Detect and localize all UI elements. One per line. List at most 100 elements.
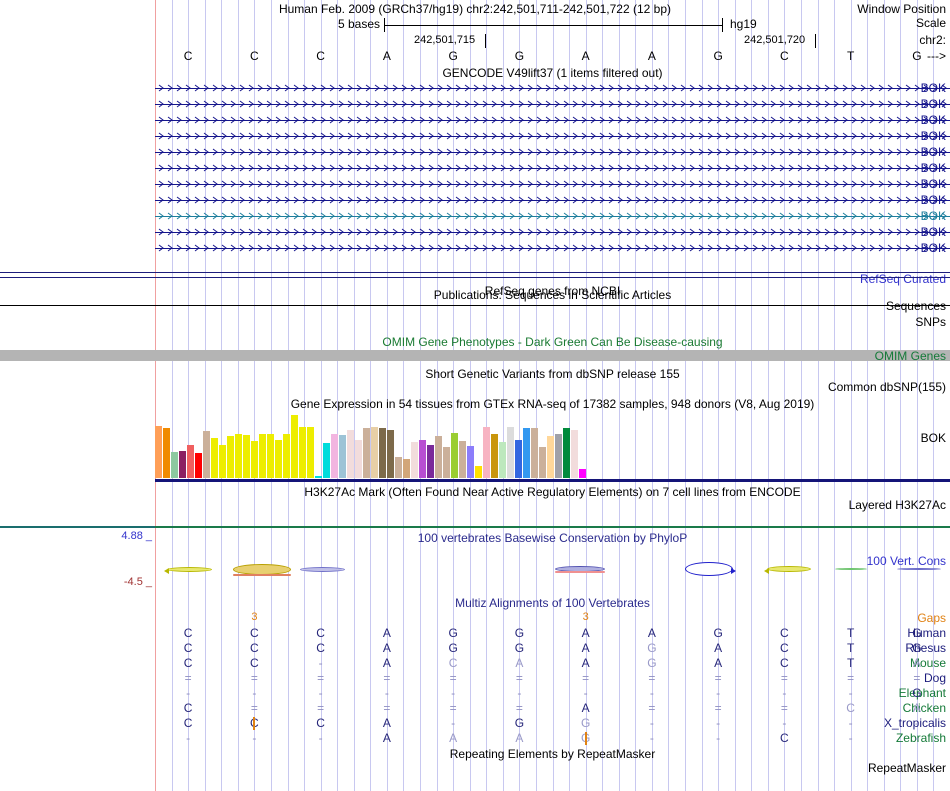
common-dbsnp-label[interactable]: Common dbSNP(155) [827,380,946,394]
gtex-tissue-bar[interactable] [179,451,186,478]
gtex-tissue-bar[interactable] [371,427,378,478]
multiz-alignment-base: C [316,641,325,655]
gtex-tissue-bar[interactable] [411,442,418,478]
multiz-species-label[interactable]: Dog [923,671,946,685]
gtex-tissue-bar[interactable] [251,441,258,478]
base-letter: T [846,49,855,63]
gtex-tissue-bar[interactable] [291,415,298,478]
gtex-tissue-bar[interactable] [507,427,514,478]
gtex-tissue-bar[interactable] [187,445,194,478]
snps-label[interactable]: SNPs [915,315,946,329]
gencode-gene-intron-line[interactable] [155,242,950,254]
refseq-curated-label[interactable]: RefSeq Curated [859,272,946,286]
refseq-row: RefSeq Curated [0,272,950,288]
conservation-top-rule [155,526,950,528]
repeatmasker-label[interactable]: RepeatMasker [867,761,946,775]
gtex-tissue-bar[interactable] [259,434,266,478]
gtex-tissue-bar[interactable] [571,430,578,478]
gtex-tissue-bar[interactable] [203,431,210,478]
multiz-species-label[interactable]: Zebrafish [895,731,946,745]
omim-genes-label[interactable]: OMIM Genes [874,349,946,363]
multiz-alignment-base: = [515,701,523,715]
gtex-tissue-bar[interactable] [539,447,546,478]
gencode-gene-intron-line[interactable] [155,130,950,142]
gencode-gene-intron-line[interactable] [155,146,950,158]
gtex-tissue-bar[interactable] [435,436,442,478]
base-letter: G [514,49,525,63]
gtex-tissue-bar[interactable] [499,442,506,478]
multiz-species-label[interactable]: Human [907,626,946,640]
gtex-tissue-bar[interactable] [491,434,498,478]
multiz-species-label[interactable]: Elephant [898,686,946,700]
gencode-gene-intron-line[interactable] [155,114,950,126]
gtex-tissue-bar[interactable] [459,441,466,478]
gtex-tissue-bar[interactable] [283,434,290,478]
gtex-tissue-bar[interactable] [267,434,274,478]
gtex-tissue-bar[interactable] [243,435,250,478]
gtex-tissue-bar[interactable] [155,426,162,478]
gencode-gene-intron-line[interactable] [155,210,950,222]
gtex-tissue-bar[interactable] [427,445,434,478]
multiz-alignment-base: C [780,626,789,640]
position-label-right: 242,501,720 [744,34,806,46]
gtex-tissue-bar[interactable] [579,469,586,478]
conservation-wiggle-negative [233,573,291,576]
multiz-alignment-base: = [317,701,325,715]
gtex-tissue-bar[interactable] [419,440,426,478]
gtex-tissue-bar[interactable] [275,440,282,478]
gtex-tissue-bar[interactable] [163,428,170,478]
gtex-tissue-bar[interactable] [195,453,202,478]
gtex-tissue-bar[interactable] [171,452,178,478]
intron-line [155,120,950,121]
multiz-species-label[interactable]: Rhesus [905,641,946,655]
gtex-tissue-bar[interactable] [395,457,402,478]
gtex-tissue-bar[interactable] [315,476,322,478]
gtex-tissue-bar[interactable] [219,445,226,478]
gtex-tissue-bar[interactable] [355,440,362,478]
h3k27ac-track-title: H3K27Ac Mark (Often Found Near Active Re… [304,485,801,499]
gtex-tissue-bar[interactable] [211,438,218,478]
gtex-tissue-bar[interactable] [523,428,530,478]
gtex-tissue-bar[interactable] [483,427,490,478]
gencode-gene-intron-line[interactable] [155,98,950,110]
omim-gene-band[interactable] [0,350,950,361]
gtex-tissue-bar[interactable] [299,427,306,478]
gencode-gene-intron-line[interactable] [155,162,950,174]
layered-h3k27ac-label[interactable]: Layered H3K27Ac [848,498,946,512]
gtex-tissue-bar[interactable] [347,430,354,478]
gencode-gene-intron-line[interactable] [155,194,950,206]
multiz-species-label[interactable]: Mouse [909,656,946,670]
gtex-tissue-bar[interactable] [531,428,538,478]
multiz-alignment-base: A [515,731,524,745]
conservation-wiggle[interactable] [155,548,950,590]
multiz-species-label[interactable]: X_tropicalis [883,716,946,730]
gtex-tissue-bar[interactable] [339,435,346,478]
gtex-tissue-bar[interactable] [555,434,562,478]
gtex-tissue-bar[interactable] [331,434,338,478]
gtex-gene-label[interactable]: BOK [920,431,946,445]
gtex-tissue-bar[interactable] [227,436,234,478]
gtex-tissue-bar[interactable] [379,428,386,478]
vert-cons-label[interactable]: 100 Vert. Cons [866,554,946,568]
gtex-tissue-bar[interactable] [387,430,394,478]
gencode-gene-intron-line[interactable] [155,82,950,94]
gtex-tissue-bar[interactable] [307,427,314,478]
gtex-tissue-bar[interactable] [443,447,450,478]
gtex-tissue-bar[interactable] [363,428,370,478]
gtex-expression-chart[interactable] [155,412,950,482]
multiz-alignment-base: - [716,731,721,745]
gencode-gene-intron-line[interactable] [155,178,950,190]
gtex-tissue-bar[interactable] [323,443,330,478]
gtex-tissue-bar[interactable] [235,434,242,478]
gtex-tissue-bar[interactable] [563,428,570,478]
gtex-tissue-bar[interactable] [475,466,482,478]
multiz-species-label[interactable]: Chicken [902,701,946,715]
multiz-alignment-base: T [846,656,855,670]
gtex-tissue-bar[interactable] [547,436,554,478]
gtex-tissue-bar[interactable] [467,446,474,478]
gencode-gene-intron-line[interactable] [155,226,950,238]
gtex-tissue-bar[interactable] [403,459,410,478]
sequences-label[interactable]: Sequences [885,299,946,313]
gtex-tissue-bar[interactable] [451,433,458,478]
gtex-tissue-bar[interactable] [515,440,522,478]
